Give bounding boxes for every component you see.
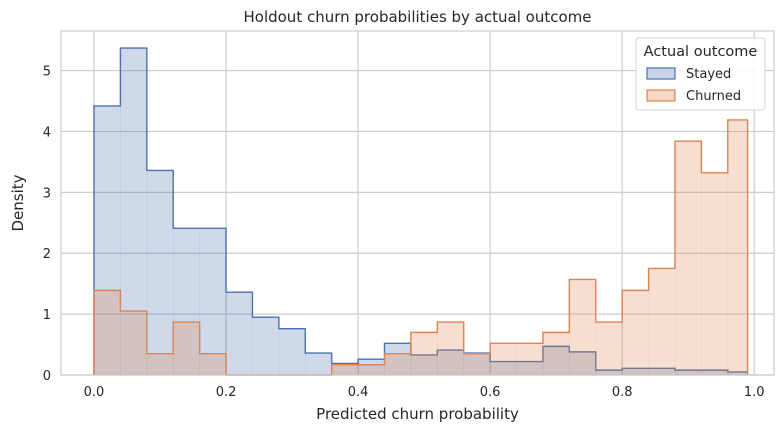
histogram-bin [463,353,491,375]
histogram-bin [701,370,729,375]
histogram-bin [595,370,623,375]
histogram-bin [542,332,570,375]
histogram-bin [595,322,623,375]
histogram-bin [727,119,748,376]
histogram-bin [674,141,702,375]
histogram-bin [516,343,544,375]
histogram-bin [384,343,412,375]
y-tick-label: 1 [43,308,51,323]
histogram-bin [146,353,174,375]
x-tick-label: 0.8 [612,385,633,400]
x-axis-label: Predicted churn probability [316,405,519,423]
y-tick-label: 0 [43,369,51,384]
axes-frame [60,30,775,376]
histogram-bin [305,353,332,375]
x-tick-label: 0.6 [480,385,501,400]
histogram-outline [93,119,749,376]
histogram-bin [410,332,438,375]
y-axis-label: Density [9,174,27,231]
histogram-bin [701,172,729,375]
histogram-bin [622,368,649,375]
histogram-bin [331,363,359,375]
series-churned [93,119,749,376]
histogram-bin [674,370,702,375]
legend-swatch-stayed [646,67,676,80]
histogram-bin [437,350,465,375]
histogram-bin [173,228,200,375]
histogram-bin [490,343,517,375]
y-tick-label: 4 [43,125,51,140]
histogram-bin [358,364,385,375]
histogram-bin [648,268,676,375]
series-stayed [93,47,749,376]
histogram-bin [252,317,280,375]
legend-title: Actual outcome [644,44,758,60]
y-tick-label: 2 [43,247,51,262]
histogram-bin [173,322,200,375]
y-tick-label: 5 [43,65,51,80]
histogram-bin [146,170,174,375]
histogram-bin [542,346,570,375]
histogram-bin [727,371,748,375]
histogram-bin [648,368,676,375]
x-tick-label: 1.0 [744,385,765,400]
histogram-bin [199,228,227,375]
legend-swatch-churned [646,89,676,102]
histogram-bin [331,364,359,375]
axes: 0.0 0.2 0.4 0.6 0.8 1.0 0 1 2 3 4 5 [43,30,775,400]
x-tick-label: 0.2 [216,385,237,400]
histogram-bin [569,279,597,375]
legend-label-churned: Churned [686,89,741,104]
histogram-bin [490,361,517,375]
histogram-bin [94,290,121,375]
histogram-bin [226,292,253,375]
legend-label-stayed: Stayed [686,67,731,82]
histogram-bin [516,361,544,375]
histogram-bin [358,359,385,375]
histogram-bin [463,353,491,375]
histogram-bin [120,48,148,375]
x-tick-label: 0.0 [84,385,105,400]
histogram-bin [622,290,649,375]
histogram-bin [437,322,465,375]
histogram-bin [569,351,597,375]
histogram-bin [278,328,306,375]
legend: Actual outcome Stayed Churned [635,37,766,111]
histogram-bin [94,105,121,376]
histogram-bin [384,353,412,375]
histogram-series [93,47,749,376]
x-tick-label: 0.4 [348,385,369,400]
histogram-bin [199,353,227,375]
y-tick-label: 3 [43,186,51,201]
chart-title: Holdout churn probabilities by actual ou… [243,8,591,26]
histogram-bin [410,354,438,375]
histogram-bin [120,311,148,375]
